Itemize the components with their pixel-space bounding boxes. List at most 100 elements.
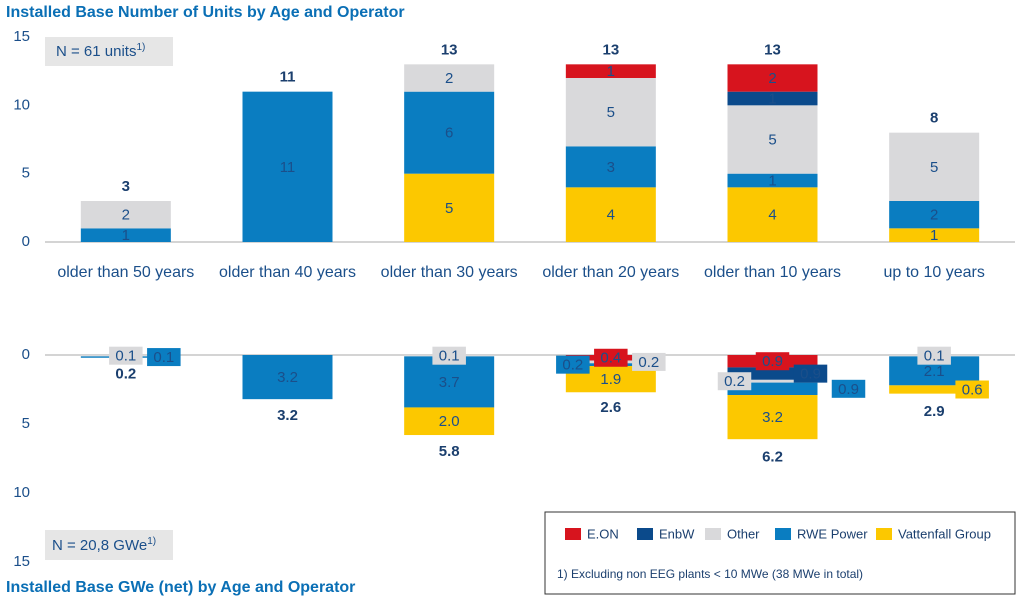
data-label-box (432, 346, 466, 365)
data-label: 2.1 (924, 363, 945, 380)
legend-label: EnbW (659, 526, 695, 541)
bar-segment (727, 173, 818, 188)
data-label-box (594, 348, 628, 367)
data-label-box (109, 346, 143, 365)
bar-segment (565, 64, 656, 78)
data-label: 1.9 (600, 371, 621, 388)
total-label: 5.8 (439, 443, 460, 460)
y-tick-label: 0 (22, 233, 30, 250)
x-tick-label: older than 40 years (219, 264, 356, 281)
data-label: 5 (930, 159, 938, 176)
total-label: 3.2 (277, 407, 298, 424)
data-label: 0.2 (562, 357, 583, 374)
y-tick-label: 15 (13, 553, 30, 570)
y-tick-label: 5 (22, 165, 30, 182)
annotation-box (45, 37, 173, 66)
total-label: 6.2 (762, 449, 783, 466)
data-label: 3.7 (439, 374, 460, 391)
bar-segment (242, 355, 333, 400)
annotation: N = 61 units1) (56, 42, 145, 60)
y-tick-label: 10 (13, 96, 30, 113)
legend-label: RWE Power (797, 526, 868, 541)
bar-segment (565, 78, 656, 147)
bar-segment (727, 105, 818, 174)
data-label: 2 (768, 70, 776, 87)
total-label: 3 (122, 178, 130, 195)
bar-segment (404, 407, 495, 436)
data-label-box (717, 372, 752, 391)
bar-segment (80, 201, 171, 229)
bar-segment (889, 201, 980, 229)
data-label: 1 (930, 227, 938, 244)
bar-segment (889, 228, 980, 242)
bar-segment (80, 228, 171, 242)
y-tick-label: 5 (22, 415, 30, 432)
x-tick-label: older than 10 years (704, 264, 841, 281)
bar-segment (727, 379, 818, 383)
data-label-box (793, 364, 828, 383)
x-tick-label: older than 50 years (57, 264, 194, 281)
data-label: 0.1 (115, 348, 136, 365)
y-tick-label: 10 (13, 484, 30, 501)
data-label: 3 (607, 159, 615, 176)
bar-segment (404, 356, 495, 408)
total-label: 2.6 (600, 399, 621, 416)
legend-swatch (876, 528, 892, 540)
data-label-box (955, 380, 989, 399)
total-label: 11 (280, 69, 296, 86)
total-label: 13 (441, 41, 458, 58)
data-label: 1 (122, 227, 130, 244)
data-label: 2 (122, 207, 130, 224)
bar-segment (242, 91, 333, 243)
bar-segment (889, 132, 980, 201)
data-label: 2 (930, 207, 938, 224)
chart-title: Installed Base Number of Units by Age an… (6, 4, 405, 21)
data-label: 0.1 (153, 349, 174, 366)
data-label-box (556, 355, 590, 374)
footnote: 1) Excluding non EEG plants < 10 MWe (38… (557, 567, 863, 581)
bar-segment (404, 91, 495, 174)
total-label: 13 (764, 41, 781, 58)
legend-swatch (637, 528, 653, 540)
bar-segment (404, 64, 495, 92)
data-label: 0.1 (924, 348, 945, 365)
total-label: 0.2 (115, 366, 136, 383)
data-label: 0.4 (600, 350, 621, 367)
data-label: 3.2 (277, 369, 298, 386)
data-label: 0.9 (762, 353, 783, 370)
y-tick-label: 15 (13, 28, 30, 45)
data-label-box (755, 352, 790, 371)
data-label: 5 (445, 200, 453, 217)
data-label: 2.0 (439, 413, 460, 430)
data-label: 2 (445, 70, 453, 87)
data-label: 0.1 (439, 348, 460, 365)
data-label: 0.9 (838, 381, 859, 398)
data-label: 11 (280, 159, 296, 176)
bar-segment (727, 64, 818, 92)
x-tick-label: up to 10 years (883, 264, 984, 281)
chart-title: Installed Base GWe (net) by Age and Oper… (6, 579, 355, 596)
bar-segment (889, 385, 980, 394)
legend-label: Vattenfall Group (898, 526, 991, 541)
data-label: 4 (768, 207, 776, 224)
bar-segment (404, 173, 495, 242)
data-label: 4 (607, 207, 615, 224)
legend-swatch (775, 528, 791, 540)
total-label: 13 (602, 41, 619, 58)
total-label: 2.9 (924, 403, 945, 420)
data-label-box (632, 352, 666, 371)
y-tick-label: 0 (22, 346, 30, 363)
legend-box (544, 511, 1016, 595)
data-label: 5 (768, 131, 776, 148)
annotation: N = 20,8 GWe1) (52, 536, 156, 554)
data-label: 0.9 (800, 366, 821, 383)
data-label: 3.2 (762, 409, 783, 426)
total-label: 8 (930, 110, 938, 127)
x-tick-label: older than 30 years (381, 264, 518, 281)
x-tick-label: older than 20 years (542, 264, 679, 281)
data-label: 0.2 (638, 354, 659, 371)
legend-label: E.ON (587, 526, 619, 541)
legend-swatch (565, 528, 581, 540)
legend-label: Other (727, 526, 760, 541)
